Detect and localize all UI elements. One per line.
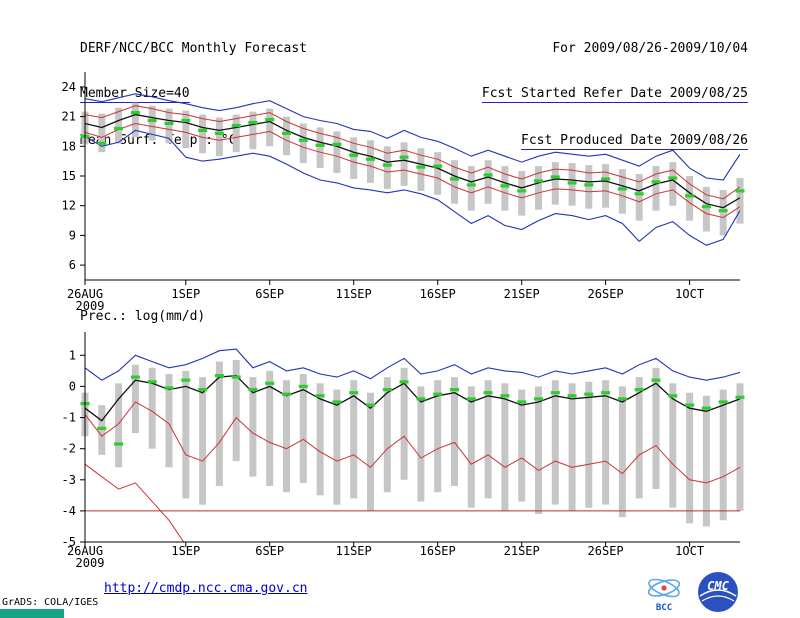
plot-title: DERF/NCC/BCC Monthly Forecast (80, 41, 307, 56)
bcc-logo-text: BCC (656, 603, 672, 613)
svg-text:0: 0 (69, 379, 76, 393)
prec-series-lines (85, 348, 740, 542)
svg-text:18: 18 (62, 139, 76, 153)
svg-text:26SEP: 26SEP (588, 544, 624, 558)
temp-ensemble-spread-bars (81, 102, 744, 236)
svg-text:21SEP: 21SEP (504, 544, 540, 558)
temp-ensemble-min-line (85, 129, 740, 246)
temp-lower-quartile-line (85, 122, 740, 219)
grads-credit: GrADS: COLA/IGES (2, 597, 99, 608)
svg-text:-4: -4 (62, 504, 76, 518)
svg-text:26SEP: 26SEP (588, 287, 624, 301)
svg-text:16SEP: 16SEP (420, 544, 456, 558)
forecast-range-label: For 2009/08/26-2009/10/04 (552, 41, 748, 56)
svg-text:21: 21 (62, 110, 76, 124)
svg-text:24: 24 (62, 80, 76, 94)
bcc-orbit-icon (647, 578, 681, 598)
precip-panel-label: Prec.: log(mm/d) (80, 309, 206, 324)
cmc-arc2 (701, 595, 735, 602)
refer-date-label: Fcst Started Refer Date 2009/08/25 (481, 86, 748, 103)
temp-upper-quartile-line (85, 105, 740, 200)
temp-median-markers (80, 111, 745, 213)
svg-text:15: 15 (62, 169, 76, 183)
grads-logo-bar (0, 609, 64, 618)
svg-text:-1: -1 (62, 411, 76, 425)
svg-text:6SEP: 6SEP (255, 544, 284, 558)
prec-ensemble-spread-bars (81, 360, 744, 527)
prec-median-markers (80, 374, 745, 446)
prec-year-label: 2009 (76, 556, 105, 570)
svg-text:-5: -5 (62, 535, 76, 549)
cmc-globe-icon (698, 572, 738, 612)
prec-ensemble-mean-line (85, 374, 740, 422)
svg-text:1OCT: 1OCT (675, 287, 704, 301)
cmc-arc (699, 589, 737, 597)
temp-series-lines (85, 93, 740, 246)
svg-text:26AUG: 26AUG (67, 287, 103, 301)
svg-text:12: 12 (62, 199, 76, 213)
prec-lower-quartile-line (85, 401, 740, 484)
svg-text:21SEP: 21SEP (504, 287, 540, 301)
svg-text:9: 9 (69, 228, 76, 242)
prec-axes (80, 332, 740, 547)
svg-text:11SEP: 11SEP (336, 544, 372, 558)
temp-axes (80, 72, 740, 285)
prec-ensemble-max-line (85, 348, 740, 381)
cmc-logo-text: CMC (707, 579, 729, 593)
member-size-label: Member Size=40 (80, 86, 190, 103)
svg-text:-2: -2 (62, 442, 76, 456)
svg-text:1SEP: 1SEP (171, 544, 200, 558)
cmc-logo: CMC (698, 572, 738, 612)
svg-text:1OCT: 1OCT (675, 544, 704, 558)
temp-ensemble-mean-line (85, 113, 740, 209)
svg-text:6: 6 (69, 258, 76, 272)
svg-text:11SEP: 11SEP (336, 287, 372, 301)
svg-text:1SEP: 1SEP (171, 287, 200, 301)
bcc-orbit-core (661, 585, 667, 591)
svg-text:16SEP: 16SEP (420, 287, 456, 301)
bcc-logo: BCC (647, 578, 681, 613)
prec-ensemble-min-line (85, 463, 185, 542)
temp-year-label: 2009 (76, 299, 105, 313)
header-right: For 2009/08/26-2009/10/04 Fcst Started R… (481, 11, 748, 180)
svg-text:1: 1 (69, 348, 76, 362)
produced-date-label: Fcst Produced Date 2009/08/26 (521, 133, 748, 150)
temperature-chart: 6 9 12 15 18 21 24 26AUG 1SEP 6SEP 11SEP 16SEP 21SEP… (62, 72, 745, 313)
temp-tick-labels: 6 9 12 15 18 21 24 26AUG 1SEP 6SEP 11SEP 16SEP 21SEP… (62, 80, 705, 313)
svg-text:-3: -3 (62, 473, 76, 487)
temp-ensemble-max-line (85, 93, 740, 181)
source-url[interactable]: http://cmdp.ncc.cma.gov.cn (104, 581, 308, 596)
svg-text:6SEP: 6SEP (255, 287, 284, 301)
svg-text:26AUG: 26AUG (67, 544, 103, 558)
